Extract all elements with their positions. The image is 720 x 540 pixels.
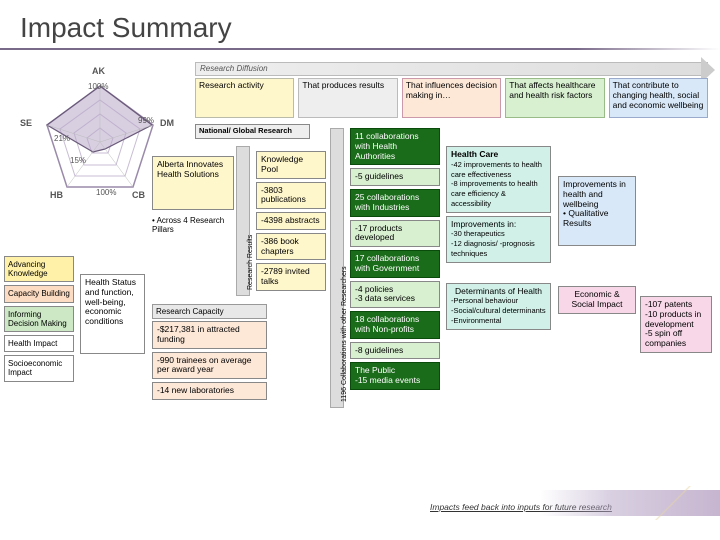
research-capacity-header: Research Capacity <box>152 304 267 319</box>
collab-guidelines1: -5 guidelines <box>350 168 440 186</box>
rc-labs: -14 new laboratories <box>152 382 267 400</box>
healthcare-head: Health Care <box>451 149 498 159</box>
determinants-body: -Personal behaviour -Social/cultural det… <box>451 296 546 325</box>
health-status-col: Health Status and function, well-being, … <box>80 274 145 357</box>
radar-axis-cb: CB <box>132 190 145 200</box>
page-title: Impact Summary <box>0 0 720 48</box>
improvements-body: -30 therapeutics -12 diagnosis/ -prognos… <box>451 229 535 258</box>
rc-trainees: -990 trainees on average per award year <box>152 352 267 380</box>
radar-tick-2: 21% <box>54 134 70 143</box>
research-capacity-col: Research Capacity -$217,381 in attracted… <box>152 304 267 403</box>
decorative-band <box>540 490 720 516</box>
collab-vbar-label: 1196 Collaborations with other Researche… <box>341 266 348 402</box>
right-col-patents: -107 patents -10 products in development… <box>640 296 712 356</box>
diffusion-arrow-label: Research Diffusion <box>200 64 268 73</box>
diffusion-arrow: Research Diffusion <box>195 62 708 76</box>
determinants-head: Determinants of Health <box>451 287 546 297</box>
health-status-box: Health Status and function, well-being, … <box>80 274 145 354</box>
radar-axis-dm: DM <box>160 118 174 128</box>
radar-tick-3: 15% <box>70 156 86 165</box>
alberta-box: Alberta Innovates Health Solutions <box>152 156 234 210</box>
results-column: Knowledge Pool -3803 publications -4398 … <box>256 151 326 294</box>
knowledge-pool: Knowledge Pool <box>256 151 326 179</box>
patents-box: -107 patents -10 products in development… <box>640 296 712 353</box>
radar-axis-ak: AK <box>92 66 105 76</box>
alberta-column: Alberta Innovates Health Solutions • Acr… <box>152 156 234 234</box>
invited-talks: -2789 invited talks <box>256 263 326 291</box>
flow-contribute: That contribute to changing health, soci… <box>609 78 708 118</box>
title-underline <box>0 48 720 50</box>
legend-healthimpact: Health Impact <box>4 335 74 352</box>
legend-capacity: Capacity Building <box>4 285 74 302</box>
national-research-bar: National/ Global Research <box>195 124 310 139</box>
collab-public: The Public -15 media events <box>350 362 440 390</box>
econ-social-box: Economic & Social Impact <box>558 286 636 314</box>
radar-tick-0: 100% <box>88 82 108 91</box>
collab-government: 17 collaborations with Government <box>350 250 440 278</box>
research-results-vbar-label: Research Results <box>247 235 254 290</box>
right-col-healthcare: Health Care-42 improvements to health ca… <box>446 146 551 333</box>
wellbeing-box: Improvements in health and wellbeing • Q… <box>558 176 636 246</box>
rc-funding: -$217,381 in attracted funding <box>152 321 267 349</box>
legend-informing: Informing Decision Making <box>4 306 74 332</box>
collab-nonprofits: 18 collaborations with Non-profits <box>350 311 440 339</box>
healthcare-body: -42 improvements to health care effectiv… <box>451 160 542 208</box>
pillars-text: Across 4 Research Pillars <box>152 216 224 234</box>
collab-industries: 25 collaborations with Industries <box>350 189 440 217</box>
research-results-vbar: Research Results <box>236 146 250 296</box>
right-col-wellbeing: Improvements in health and wellbeing • Q… <box>558 176 636 317</box>
legend: Advancing Knowledge Capacity Building In… <box>4 256 74 385</box>
flow-influences: That influences decision making in… <box>402 78 501 118</box>
flow-row: Research activity That produces results … <box>195 78 708 118</box>
publications: -3803 publications <box>256 182 326 210</box>
content-area: AK DM CB HB SE 100% 99% 21% 15% 100% Res… <box>0 56 720 516</box>
radar-tick-4: 100% <box>96 188 116 197</box>
flow-produces-results: That produces results <box>298 78 397 118</box>
legend-socio: Socioeconomic Impact <box>4 355 74 381</box>
improvements-head: Improvements in: <box>451 219 516 229</box>
collab-products: -17 products developed <box>350 220 440 248</box>
pillars-bullet: • Across 4 Research Pillars <box>152 216 234 234</box>
determinants-box: Determinants of Health-Personal behaviou… <box>446 283 551 330</box>
collab-column: 11 collaborations with Health Authoritie… <box>350 128 440 393</box>
radar-axis-se: SE <box>20 118 32 128</box>
flow-affects: That affects healthcare and health risk … <box>505 78 604 118</box>
collab-guidelines2: -8 guidelines <box>350 342 440 360</box>
collab-vbar: 1196 Collaborations with other Researche… <box>330 128 344 408</box>
healthcare-box: Health Care-42 improvements to health ca… <box>446 146 551 213</box>
collab-health-auth: 11 collaborations with Health Authoritie… <box>350 128 440 165</box>
abstracts: -4398 abstracts <box>256 212 326 230</box>
flow-research-activity: Research activity <box>195 78 294 118</box>
legend-advancing: Advancing Knowledge <box>4 256 74 282</box>
collab-policies: -4 policies -3 data services <box>350 281 440 309</box>
radar-axis-hb: HB <box>50 190 63 200</box>
book-chapters: -386 book chapters <box>256 233 326 261</box>
radar-tick-1: 99% <box>138 116 154 125</box>
improvements-box: Improvements in:-30 therapeutics -12 dia… <box>446 216 551 263</box>
